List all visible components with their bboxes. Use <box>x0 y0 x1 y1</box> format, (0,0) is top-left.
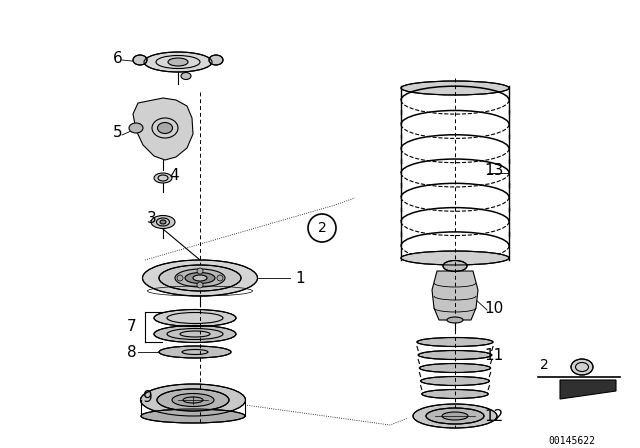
Ellipse shape <box>447 317 463 323</box>
Ellipse shape <box>151 215 175 228</box>
Text: 4: 4 <box>169 168 179 182</box>
Circle shape <box>197 268 203 274</box>
Polygon shape <box>432 271 478 320</box>
Ellipse shape <box>413 404 497 428</box>
Ellipse shape <box>143 260 257 296</box>
Ellipse shape <box>401 251 509 265</box>
Circle shape <box>177 275 183 281</box>
Text: 8: 8 <box>127 345 137 359</box>
Text: 2: 2 <box>317 221 326 235</box>
Ellipse shape <box>422 389 488 399</box>
Circle shape <box>217 275 223 281</box>
Ellipse shape <box>181 73 191 79</box>
Ellipse shape <box>571 359 593 375</box>
Ellipse shape <box>185 272 215 284</box>
Ellipse shape <box>172 393 214 406</box>
Ellipse shape <box>144 52 212 72</box>
Text: 13: 13 <box>484 163 504 177</box>
Ellipse shape <box>420 376 490 385</box>
Ellipse shape <box>401 81 509 95</box>
Ellipse shape <box>133 55 147 65</box>
Polygon shape <box>560 380 616 399</box>
Ellipse shape <box>129 123 143 133</box>
Ellipse shape <box>193 275 207 281</box>
Ellipse shape <box>443 260 467 271</box>
Ellipse shape <box>168 58 188 66</box>
Ellipse shape <box>160 220 166 224</box>
Polygon shape <box>133 98 193 160</box>
Text: 7: 7 <box>127 319 137 333</box>
Ellipse shape <box>418 350 492 359</box>
Text: 10: 10 <box>484 301 504 315</box>
Text: 11: 11 <box>484 348 504 362</box>
Text: 00145622: 00145622 <box>548 436 595 446</box>
Text: 6: 6 <box>113 51 123 65</box>
Ellipse shape <box>417 337 493 346</box>
Text: 5: 5 <box>113 125 123 139</box>
Ellipse shape <box>209 55 223 65</box>
Ellipse shape <box>141 409 245 423</box>
Ellipse shape <box>175 269 225 287</box>
Text: 12: 12 <box>484 409 504 423</box>
Ellipse shape <box>154 326 236 343</box>
Ellipse shape <box>419 363 491 372</box>
Ellipse shape <box>141 384 246 416</box>
Ellipse shape <box>157 389 229 411</box>
Ellipse shape <box>426 408 484 424</box>
Ellipse shape <box>159 346 231 358</box>
Circle shape <box>308 214 336 242</box>
Text: 9: 9 <box>143 389 153 405</box>
Ellipse shape <box>154 310 236 327</box>
Text: 3: 3 <box>147 211 157 225</box>
Text: 2: 2 <box>540 358 548 372</box>
Ellipse shape <box>442 412 468 420</box>
Circle shape <box>197 282 203 288</box>
Ellipse shape <box>157 122 173 134</box>
Ellipse shape <box>154 173 172 183</box>
Text: 1: 1 <box>295 271 305 285</box>
Ellipse shape <box>159 265 241 291</box>
